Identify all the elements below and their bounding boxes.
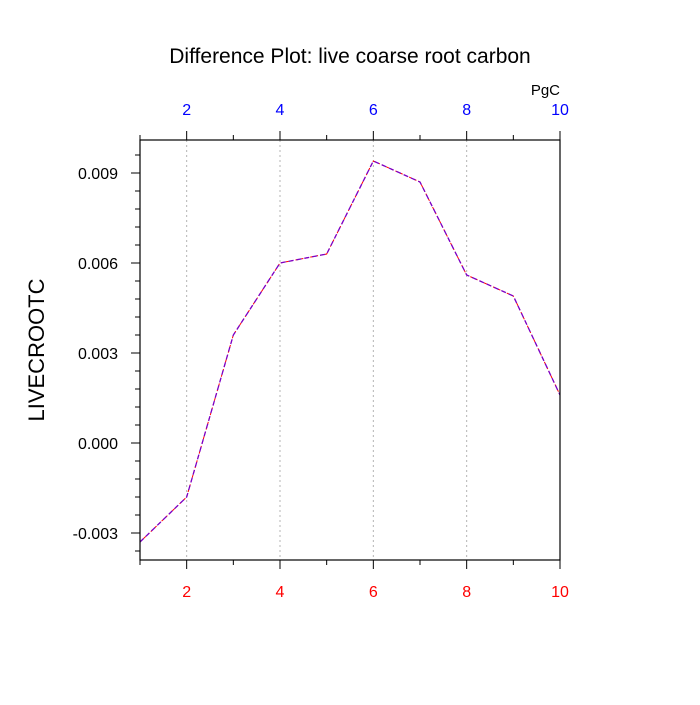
x-tick-label-bottom: 4: [276, 584, 285, 601]
gridlines: [186, 140, 468, 560]
y-tick-label: 0.009: [78, 166, 118, 183]
x-tick-label-bottom: 8: [462, 584, 471, 601]
series-line-secondary: [139, 160, 561, 543]
y-axis-label: LIVECROOTC: [24, 278, 49, 421]
y-tick-label: 0.003: [78, 346, 118, 363]
units-label: PgC: [531, 82, 560, 99]
y-tick-label: -0.003: [73, 526, 118, 543]
x-tick-label-top: 4: [276, 102, 285, 119]
x-tick-label-bottom: 10: [551, 584, 569, 601]
x-tick-label-bottom: 2: [182, 584, 191, 601]
x-tick-label-bottom: 6: [369, 584, 378, 601]
axes: [139, 139, 561, 561]
series-line: [139, 160, 561, 543]
x-tick-label-top: 10: [551, 102, 569, 119]
ticks: [131, 131, 561, 569]
x-tick-label-top: 8: [462, 102, 471, 119]
x-tick-label-top: 6: [369, 102, 378, 119]
series-layer: [139, 160, 561, 543]
chart-title: Difference Plot: live coarse root carbon: [169, 45, 530, 68]
x-tick-label-top: 2: [182, 102, 191, 119]
y-tick-label: 0.006: [78, 256, 118, 273]
plot-frame: [139, 139, 561, 561]
y-tick-label: 0.000: [78, 436, 118, 453]
tick-labels: 2 2 4 4 6 6 8 8 10 10 -0.003 0.000 0.003 0.006 0.009: [73, 102, 569, 601]
